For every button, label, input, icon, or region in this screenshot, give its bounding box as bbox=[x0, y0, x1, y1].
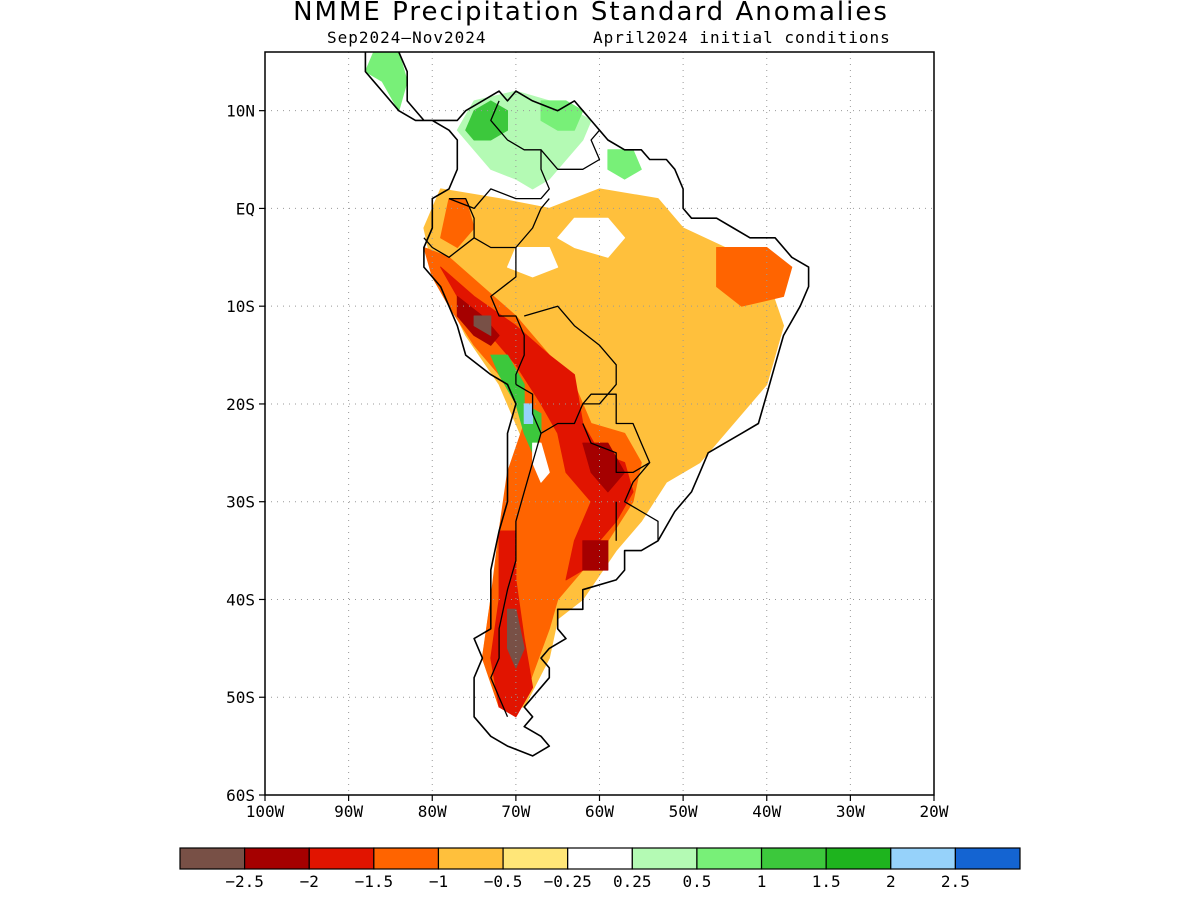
anomaly-region bbox=[465, 100, 508, 141]
colorbar-swatch bbox=[244, 847, 310, 870]
longitude-tick-label: 20W bbox=[920, 802, 949, 821]
country-border bbox=[623, 462, 659, 541]
anomaly-region bbox=[557, 217, 626, 258]
anomaly-region bbox=[507, 608, 525, 669]
colorbar-swatch bbox=[308, 847, 375, 870]
country-border bbox=[515, 198, 550, 248]
colorbar-label: −0.5 bbox=[484, 872, 523, 891]
colorbar-swatch bbox=[825, 847, 892, 870]
latitude-tick-label: 10S bbox=[226, 297, 255, 316]
colorbar-label: 2.5 bbox=[941, 872, 970, 891]
anomaly-region bbox=[582, 442, 626, 493]
initial-conditions: April2024 initial conditions bbox=[593, 28, 891, 47]
anomaly-region bbox=[523, 403, 534, 424]
coastline bbox=[364, 52, 810, 757]
latitude-tick-label: 20S bbox=[226, 395, 255, 414]
colorbar-label: 1.5 bbox=[812, 872, 841, 891]
longitude-tick-label: 90W bbox=[334, 802, 363, 821]
latitude-tick-label: 30S bbox=[226, 493, 255, 512]
colorbar-label: −2.5 bbox=[225, 872, 264, 891]
anomaly-region bbox=[507, 247, 559, 278]
colorbar-swatch bbox=[373, 847, 440, 870]
latitude-tick-label: 50S bbox=[226, 688, 255, 707]
colorbar-swatch bbox=[631, 847, 698, 870]
colorbar-label: 0.5 bbox=[682, 872, 711, 891]
longitude-tick-label: 50W bbox=[669, 802, 698, 821]
country-border bbox=[540, 129, 601, 170]
longitude-tick-label: 100W bbox=[246, 802, 285, 821]
country-border bbox=[582, 393, 651, 474]
colorbar-swatch bbox=[760, 847, 827, 870]
anomaly-region bbox=[473, 315, 492, 336]
longitude-tick-label: 30W bbox=[836, 802, 865, 821]
longitude-tick-label: 60W bbox=[585, 802, 614, 821]
latitude-tick-label: EQ bbox=[236, 199, 255, 218]
anomaly-region bbox=[582, 540, 609, 571]
anomaly-region bbox=[532, 442, 550, 483]
longitude-tick-label: 70W bbox=[501, 802, 530, 821]
longitude-tick-label: 40W bbox=[752, 802, 781, 821]
latitude-tick-label: 60S bbox=[226, 786, 255, 805]
forecast-period: Sep2024–Nov2024 bbox=[327, 28, 487, 47]
country-border bbox=[490, 433, 542, 718]
colorbar-swatch bbox=[954, 847, 1021, 870]
colorbar-label: 1 bbox=[757, 872, 767, 891]
country-border bbox=[515, 305, 617, 434]
colorbar-swatch bbox=[890, 847, 956, 870]
colorbar-label: 0.25 bbox=[613, 872, 652, 891]
colorbar-swatch bbox=[437, 847, 504, 870]
map-title: NMME Precipitation Standard Anomalies bbox=[293, 0, 889, 27]
colorbar-label: −0.25 bbox=[544, 872, 592, 891]
colorbar-swatch bbox=[179, 847, 246, 870]
colorbar-label: −1.5 bbox=[355, 872, 394, 891]
colorbar-label: −2 bbox=[300, 872, 319, 891]
colorbar-swatch bbox=[696, 847, 763, 870]
colorbar-swatch bbox=[567, 847, 633, 870]
colorbar-swatch bbox=[502, 847, 569, 870]
country-border bbox=[473, 237, 525, 385]
longitude-tick-label: 80W bbox=[418, 802, 447, 821]
latitude-tick-label: 10N bbox=[226, 102, 255, 121]
anomaly-region bbox=[716, 247, 793, 307]
latitude-tick-label: 40S bbox=[226, 590, 255, 609]
colorbar-label: 2 bbox=[886, 872, 896, 891]
country-border bbox=[448, 100, 550, 210]
colorbar-label: −1 bbox=[429, 872, 448, 891]
